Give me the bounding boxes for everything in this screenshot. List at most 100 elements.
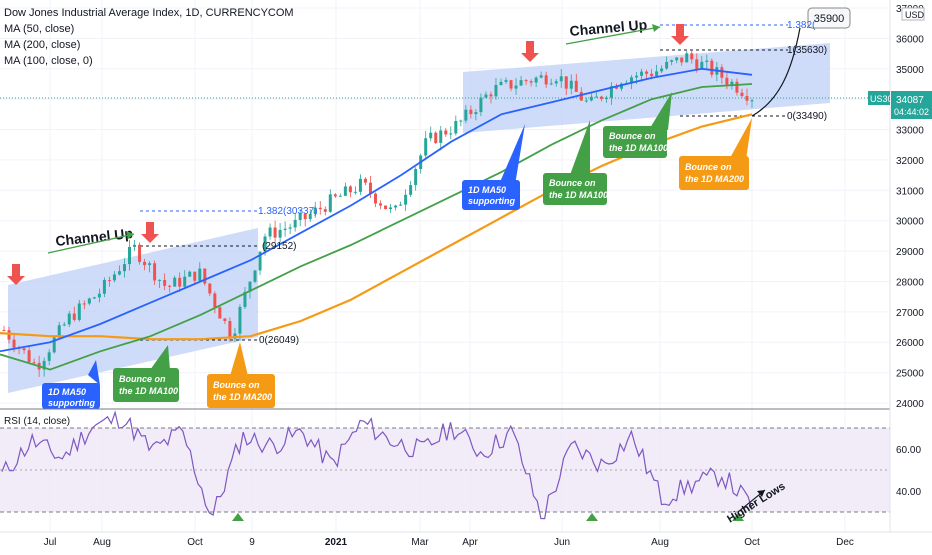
candle-body xyxy=(42,360,46,370)
indicator-ma100: MA (100, close, 0) xyxy=(4,55,93,67)
red-arrow-4 xyxy=(671,24,689,45)
candle-body xyxy=(223,318,227,321)
indicator-ma200: MA (200, close) xyxy=(4,39,80,51)
candle-body xyxy=(328,194,332,212)
candle-body xyxy=(138,244,142,262)
fib-label-1-b: 1(35630) xyxy=(787,45,827,56)
callout-ma100-2021-b: Bounce on the 1D MA100 xyxy=(603,92,672,158)
candle-body xyxy=(389,207,393,210)
callout-ma50-2020-l1: 1D MA50 xyxy=(48,387,86,397)
candle-body xyxy=(534,77,538,83)
rsi-green-triangle-1 xyxy=(232,513,244,521)
candle-body xyxy=(228,320,232,339)
time-tick: Jul xyxy=(44,537,57,548)
red-arrow-3 xyxy=(521,41,539,62)
candle-body xyxy=(710,60,714,75)
price-tick: 28000 xyxy=(896,277,924,288)
countdown-label: 04:44:02 xyxy=(894,107,929,117)
candle-body xyxy=(208,283,212,294)
candle-body xyxy=(489,94,493,97)
price-tick: 27000 xyxy=(896,308,924,319)
fib-label-0-b: 0(33490) xyxy=(787,111,827,122)
ma100-line xyxy=(0,83,753,371)
candle-body xyxy=(62,324,66,326)
symbol-title: Dow Jones Industrial Average Index, 1D, … xyxy=(4,7,294,19)
price-tick: 32000 xyxy=(896,156,924,167)
fib-label-1-a: (29152) xyxy=(262,241,296,252)
candle-body xyxy=(725,77,729,85)
candle-body xyxy=(368,182,372,194)
candle-body xyxy=(459,120,463,122)
candle-body xyxy=(429,132,433,139)
candle-body xyxy=(97,293,101,298)
price-tick: 24000 xyxy=(896,399,924,410)
currency-label: USD xyxy=(905,10,925,20)
candle-body xyxy=(750,100,754,102)
candle-body xyxy=(574,80,578,92)
candle-body xyxy=(198,268,202,281)
rsi-green-triangle-3 xyxy=(732,513,744,521)
candle-body xyxy=(12,339,16,348)
candle-body xyxy=(243,291,247,307)
price-tick: 35000 xyxy=(896,65,924,76)
candle-body xyxy=(353,191,357,193)
channel-up-arrow-1 xyxy=(47,233,135,254)
candle-body xyxy=(308,214,312,220)
candle-body xyxy=(27,350,31,363)
candle-body xyxy=(635,75,639,78)
candle-body xyxy=(278,229,282,238)
rsi-ticks: 60.00 40.00 xyxy=(896,445,921,498)
candle-body xyxy=(2,330,6,332)
candle-body xyxy=(363,178,367,183)
callout-ma200-2021-l1: Bounce on xyxy=(685,162,732,172)
candle-body xyxy=(720,67,724,78)
time-tick: 9 xyxy=(249,537,255,548)
callout-ma50-2020-l2: supporting xyxy=(48,398,95,408)
candle-body xyxy=(122,264,126,272)
candle-body xyxy=(323,209,327,212)
candle-body xyxy=(143,261,147,266)
rsi-green-triangle-2 xyxy=(586,513,598,521)
candle-body xyxy=(22,348,26,351)
candle-body xyxy=(695,59,699,70)
time-tick: Aug xyxy=(651,537,669,548)
candle-body xyxy=(213,293,217,308)
candle-body xyxy=(409,185,413,195)
time-axis: Jul Aug Oct 9 2021 Mar Apr Jun Aug Oct Dec xyxy=(44,537,854,548)
candle-body xyxy=(102,279,106,294)
candle-body xyxy=(153,263,157,281)
candle-body xyxy=(218,307,222,319)
callout-ma200-2020-l1: Bounce on xyxy=(213,380,260,390)
candle-body xyxy=(529,81,533,83)
candle-body xyxy=(464,109,468,121)
callout-ma200-2021: Bounce on the 1D MA200 xyxy=(679,118,752,190)
candle-body xyxy=(414,169,418,186)
candle-body xyxy=(675,57,679,61)
candle-body xyxy=(343,186,347,196)
candle-body xyxy=(248,281,252,292)
candle-body xyxy=(549,83,553,85)
candle-body xyxy=(404,194,408,205)
callout-ma100-2021a-l2: the 1D MA100 xyxy=(549,190,608,200)
ticker-badge-label: US30 xyxy=(870,94,893,104)
candle-body xyxy=(665,61,669,69)
time-tick: Mar xyxy=(411,537,429,548)
time-tick: Jun xyxy=(554,537,570,548)
candle-body xyxy=(238,306,242,334)
callout-ma100-2020-l1: Bounce on xyxy=(119,374,166,384)
candle-body xyxy=(594,96,598,98)
candle-body xyxy=(173,277,177,287)
red-arrow-1 xyxy=(7,264,25,285)
candle-body xyxy=(469,109,473,115)
candle-body xyxy=(82,303,86,305)
candle-body xyxy=(730,81,734,85)
candle-body xyxy=(158,279,162,281)
candle-body xyxy=(564,76,568,89)
callout-ma50-2021-l1: 1D MA50 xyxy=(468,185,506,195)
candle-body xyxy=(52,337,56,353)
callout-ma200-2021-l2: the 1D MA200 xyxy=(685,174,744,184)
candle-body xyxy=(77,303,81,320)
candle-body xyxy=(680,57,684,63)
candle-body xyxy=(298,214,302,220)
